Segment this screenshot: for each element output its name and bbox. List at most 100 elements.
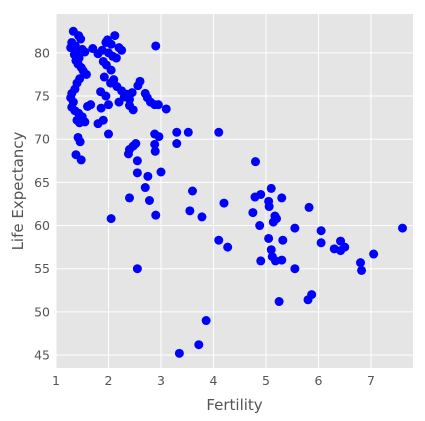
scatter-point (161, 104, 171, 114)
scatter-point (123, 149, 133, 159)
scatter-point (251, 157, 260, 167)
y-tick-label: 45 (34, 348, 50, 363)
scatter-point (214, 127, 224, 137)
scatter-point (133, 81, 143, 91)
scatter-point (151, 41, 161, 51)
scatter-point (153, 100, 163, 110)
scatter-point (188, 186, 197, 196)
scatter-point (290, 223, 300, 233)
scatter-point (307, 290, 317, 300)
scatter-point (80, 47, 90, 57)
scatter-point (93, 119, 103, 129)
scatter-point (274, 297, 284, 307)
scatter-point (398, 223, 407, 233)
scatter-point (174, 348, 184, 358)
scatter-point (272, 214, 281, 224)
scatter-point (144, 195, 154, 205)
scatter-point (197, 212, 207, 222)
scatter-point (172, 139, 182, 149)
scatter-point (117, 45, 127, 55)
x-axis-label: Fertility (206, 396, 262, 414)
scatter-point (76, 34, 86, 44)
y-tick-label: 70 (34, 132, 50, 147)
scatter-point (131, 139, 141, 149)
scatter-point (264, 233, 274, 243)
scatter-point (277, 193, 287, 203)
scatter-point (266, 245, 276, 255)
scatter-point (316, 226, 326, 236)
scatter-point (290, 264, 300, 274)
scatter-point (143, 171, 153, 181)
scatter-point (336, 246, 346, 256)
x-tick-labels: 1 2 3 4 5 6 7 (52, 373, 375, 388)
scatter-point (132, 156, 142, 166)
scatter-point (264, 202, 274, 212)
scatter-point (270, 256, 280, 266)
scatter-point (357, 265, 367, 275)
scatter-point (151, 210, 161, 220)
scatter-point (81, 69, 91, 79)
scatter-point (86, 100, 96, 110)
x-tick-label: 1 (52, 373, 60, 388)
scatter-point (104, 129, 113, 139)
scatter-point (96, 103, 106, 113)
scatter-point (75, 137, 85, 147)
y-tick-label: 75 (34, 89, 50, 104)
scatter-point (255, 221, 265, 231)
y-tick-labels: 45 50 55 60 65 70 75 80 (34, 45, 50, 362)
y-tick-label: 80 (34, 45, 50, 60)
y-tick-label: 65 (34, 175, 50, 190)
scatter-point (106, 214, 116, 224)
plot-background (56, 14, 413, 368)
scatter-point (150, 146, 160, 156)
scatter-point (278, 235, 288, 245)
scatter-point (248, 208, 258, 218)
scatter-point (256, 256, 266, 266)
scatter-point (356, 258, 365, 268)
y-tick-label: 55 (34, 261, 50, 276)
scatter-point (101, 91, 111, 101)
scatter-point (219, 198, 229, 208)
scatter-point (132, 264, 142, 274)
scatter-point (316, 238, 326, 248)
x-tick-label: 3 (157, 373, 165, 388)
scatter-point (183, 127, 193, 137)
scatter-point (214, 235, 224, 245)
scatter-point (201, 316, 211, 326)
scatter-point (185, 206, 195, 216)
scatter-point (256, 189, 266, 199)
x-tick-label: 6 (315, 373, 323, 388)
scatter-point (127, 88, 137, 98)
scatter-point (76, 155, 86, 165)
scatter-point (172, 127, 182, 137)
scatter-point (110, 31, 120, 41)
scatter-point (194, 340, 204, 350)
scatter-point (132, 168, 142, 178)
scatter-point (125, 193, 134, 203)
y-tick-label: 60 (34, 218, 50, 233)
x-tick-label: 7 (367, 373, 375, 388)
scatter-point (223, 242, 233, 252)
scatter-point (106, 39, 116, 49)
scatter-point (106, 65, 116, 75)
scatter-point (304, 202, 314, 212)
data-points (66, 26, 407, 358)
scatter-point (369, 249, 379, 259)
scatter-point (99, 72, 109, 82)
x-tick-label: 5 (262, 373, 270, 388)
x-tick-label: 4 (210, 373, 218, 388)
scatter-point (156, 167, 166, 177)
scatter-point (104, 100, 113, 110)
scatter-point (154, 132, 164, 142)
scatter-point (128, 105, 138, 115)
x-tick-label: 2 (105, 373, 113, 388)
scatter-point (266, 183, 276, 193)
y-tick-label: 50 (34, 304, 50, 319)
scatter-point (114, 97, 124, 107)
scatter-point (150, 139, 160, 149)
scatter-point (80, 117, 90, 127)
grid-lines (55, 14, 413, 368)
y-axis-label: Life Expectancy (9, 131, 27, 250)
scatter-point (140, 183, 150, 193)
